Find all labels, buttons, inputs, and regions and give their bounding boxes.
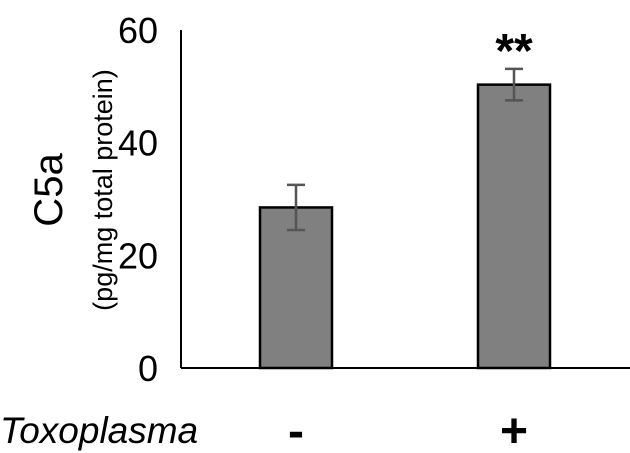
x-axis-title: Toxoplasma <box>0 410 198 451</box>
y-tick-label: 20 <box>118 235 158 276</box>
error-bar <box>287 183 305 232</box>
bar <box>258 206 334 370</box>
y-axis-title-units: (pg/mg total protein) <box>88 69 118 311</box>
x-category-label: - <box>288 405 304 453</box>
y-axis-title: C5a (pg/mg total protein) <box>27 69 118 311</box>
significance-marker: ** <box>495 25 533 78</box>
bars <box>258 83 552 370</box>
x-category-label: + <box>500 405 528 453</box>
y-axis-ticks: 0 20 40 60 <box>118 10 158 389</box>
y-tick-label: 0 <box>138 348 158 389</box>
significance-markers: ** <box>495 25 533 78</box>
y-tick-label: 40 <box>118 123 158 164</box>
bar <box>476 83 552 370</box>
y-axis-title-main: C5a <box>27 153 71 227</box>
error-bar <box>505 67 523 102</box>
x-axis-categories: - + <box>288 405 528 453</box>
error-bars <box>287 67 523 232</box>
y-tick-label: 60 <box>118 10 158 51</box>
